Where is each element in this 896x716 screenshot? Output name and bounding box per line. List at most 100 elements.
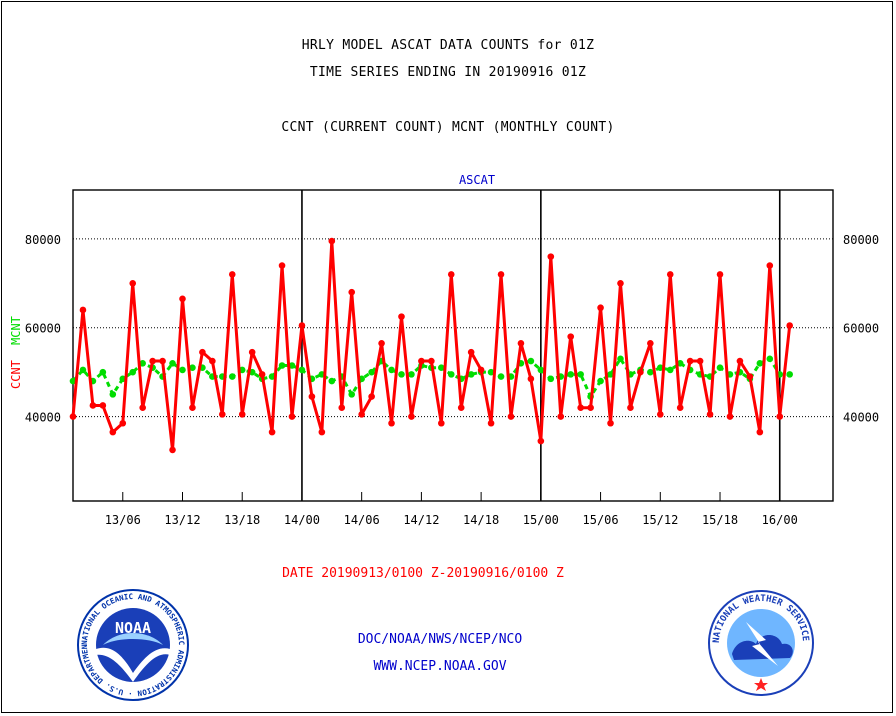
ccnt-point [308,393,316,400]
ccnt-point [378,339,385,347]
mcnt-point [766,355,774,363]
ccnt-point [189,404,196,412]
ccnt-point [557,413,565,420]
ccnt-point [258,371,266,378]
mcnt-point [348,391,356,398]
ccnt-point [238,411,246,418]
ccnt-point [587,404,594,412]
ccnt-point [686,357,694,365]
x-tick-label: 15/12 [642,513,678,527]
ccnt-point [388,419,395,427]
y-axis-label-mcnt: MCNT [9,316,23,345]
mcnt-point [676,359,684,367]
ccnt-point [567,333,575,340]
ccnt-point [119,419,127,427]
mcnt-point [527,357,535,365]
noaa-logo: NATIONAL OCEANIC AND ATMOSPHERIC ADMINIS… [73,585,189,701]
ccnt-point [199,348,206,356]
ccnt-point [537,437,545,445]
x-tick-label: 15/18 [702,513,738,527]
x-tick-label: 14/12 [403,513,439,527]
ccnt-point [408,413,415,420]
mcnt-point [537,366,545,374]
y-tick-label-right: 80000 [843,233,879,247]
mcnt-point [617,355,624,363]
mcnt-point [179,366,186,374]
ccnt-point [716,271,724,278]
mcnt-point [228,373,236,380]
ccnt-point [696,357,704,365]
ccnt-point [149,357,156,365]
mcnt-point [288,362,296,369]
ccnt-point [278,262,286,269]
x-tick-label: 15/06 [583,513,619,527]
ccnt-point [288,413,296,420]
mcnt-point [169,359,176,367]
ccnt-point [477,366,485,374]
ccnt-point [129,280,137,287]
mcnt-point [656,364,664,372]
ccnt-point [328,237,336,245]
ccnt-point [676,404,684,412]
ccnt-point [577,404,584,412]
ccnt-point [179,295,186,303]
ccnt-point [69,413,77,420]
ccnt-point [338,404,346,412]
ccnt-point [656,411,664,418]
ccnt-point [219,411,226,418]
y-tick-label-right: 60000 [843,322,879,336]
x-tick-label: 13/18 [224,513,260,527]
ccnt-point [736,357,744,365]
ccnt-point [79,306,87,314]
ccnt-point [159,357,166,365]
mcnt-point [577,371,584,378]
ccnt-point [457,404,465,412]
mcnt-point [716,364,724,372]
ccnt-point [786,322,793,329]
x-tick-label: 14/06 [344,513,380,527]
mcnt-point [328,377,336,385]
mcnt-point [666,366,674,374]
mcnt-point [99,368,107,376]
mcnt-point [786,371,793,378]
ccnt-point [209,357,216,365]
ccnt-point [228,271,236,278]
ccnt-point [447,271,455,278]
credit-line-1: DOC/NOAA/NWS/NCEP/NCO [357,632,523,647]
y-axis-label-ccnt: CCNT [9,360,23,389]
label-layer: 40000 40000 60000 60000 80000 80000 13/06 13/12… [9,173,879,527]
ccnt-point [637,368,644,376]
x-tick-label: 13/12 [164,513,200,527]
ccnt-point [487,419,495,427]
ccnt-point [666,271,674,278]
ccnt-point [756,428,764,436]
mcnt-point [447,371,455,378]
x-tick-label: 14/18 [463,513,499,527]
ccnt-series-line [71,239,792,452]
ccnt-point [318,428,326,436]
nws-logo: NATIONAL WEATHER SERVICE [708,590,814,696]
ccnt-point [497,271,505,278]
ccnt-point [298,322,306,329]
mcnt-point [388,366,395,374]
mcnt-point [109,391,117,398]
noaa-badge-text: NOAA [115,619,151,637]
x-tick-label: 13/06 [105,513,141,527]
mcnt-point [268,373,276,380]
mcnt-point [438,364,445,372]
ccnt-point [418,357,425,365]
ccnt-point [268,428,276,436]
ccnt-point [467,348,475,356]
x-tick-label: 15/00 [523,513,559,527]
mcnt-point [368,368,375,376]
y-tick-label-right: 40000 [843,411,879,425]
x-tick-label: 14/00 [284,513,320,527]
mcnt-point [129,368,137,376]
ccnt-point [89,402,97,409]
ccnt-point [597,304,604,312]
ccnt-point [99,402,107,409]
title-line-1: HRLY MODEL ASCAT DATA COUNTS for 01Z [301,38,595,53]
mcnt-point [467,371,475,378]
